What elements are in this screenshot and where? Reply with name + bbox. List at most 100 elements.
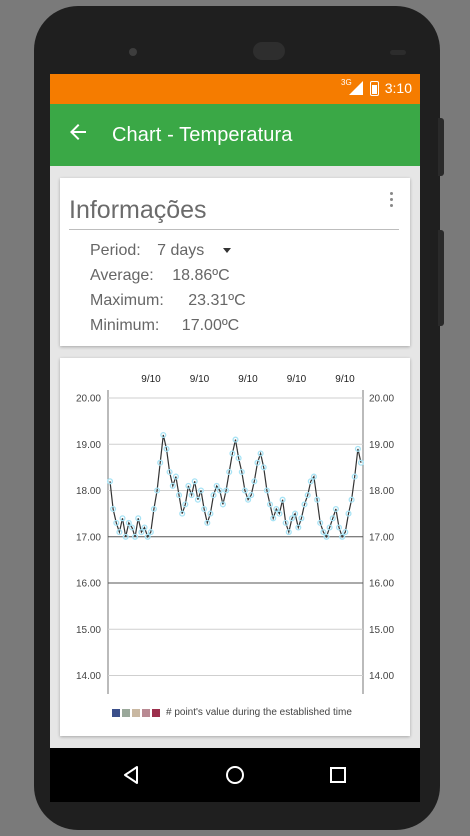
data-point — [169, 482, 176, 489]
data-point — [147, 529, 154, 536]
x-tick-label: 9/10 — [141, 374, 161, 385]
y-tick-label-left: 14.00 — [76, 671, 101, 682]
data-point — [213, 482, 220, 489]
status-bar: 3G 3:10 — [50, 74, 420, 104]
data-point — [248, 492, 255, 499]
data-point — [339, 533, 346, 540]
overflow-menu-icon[interactable] — [386, 190, 396, 212]
page-title: Chart - Temperatura — [112, 124, 293, 146]
data-point — [144, 533, 151, 540]
data-point — [245, 496, 252, 503]
status-time: 3:10 — [384, 80, 412, 96]
legend-swatch — [152, 708, 160, 717]
x-tick-label: 9/10 — [335, 374, 355, 385]
data-point — [154, 487, 161, 494]
data-point — [175, 492, 183, 499]
data-point — [320, 529, 327, 536]
chart-legend: # point's value during the established t… — [112, 707, 352, 718]
data-point — [260, 464, 267, 471]
data-point — [270, 515, 277, 522]
data-point — [295, 524, 302, 531]
legend-swatch — [142, 708, 150, 717]
series-line — [109, 434, 362, 539]
info-card-title: Informações — [69, 196, 207, 224]
nav-recents-icon[interactable] — [328, 765, 348, 785]
nav-home-icon[interactable] — [224, 764, 246, 786]
data-point — [251, 478, 258, 485]
data-point — [141, 524, 148, 531]
data-point — [188, 492, 195, 499]
data-point — [216, 487, 223, 494]
nav-back-icon[interactable] — [120, 764, 142, 786]
maximum-label: Maximum: — [90, 292, 164, 309]
y-tick-label-left: 16.00 — [76, 579, 101, 590]
data-point — [241, 487, 248, 494]
data-point — [163, 445, 170, 452]
legend-swatch — [122, 708, 130, 717]
battery-icon — [369, 80, 379, 96]
data-point — [179, 510, 186, 517]
data-point — [335, 524, 343, 531]
data-point — [207, 510, 214, 517]
y-tick-label-right: 19.00 — [369, 440, 394, 451]
data-point — [317, 519, 324, 526]
data-point — [232, 436, 239, 443]
y-tick-label-right: 18.00 — [369, 486, 394, 497]
data-point — [135, 515, 142, 522]
proximity-sensor — [390, 50, 406, 55]
period-row: Period: 7 days — [90, 242, 231, 260]
front-camera — [129, 48, 137, 56]
network-label: 3G — [341, 78, 352, 87]
data-point — [182, 501, 189, 508]
data-point — [238, 468, 245, 476]
y-tick-label-left: 20.00 — [76, 394, 101, 405]
info-card: Informações Period: 7 days Average: 18.8… — [60, 178, 410, 346]
data-point — [310, 473, 317, 480]
data-point — [201, 505, 208, 513]
data-point — [301, 501, 308, 508]
data-point — [326, 524, 333, 531]
legend-swatch — [112, 708, 120, 717]
data-point — [219, 501, 226, 508]
data-point — [288, 515, 296, 522]
legend-swatch — [132, 708, 140, 717]
minimum-value: 17.00ºC — [181, 317, 240, 334]
data-point — [235, 455, 242, 462]
y-tick-label-right: 15.00 — [369, 625, 394, 636]
data-point — [210, 492, 217, 499]
data-point — [166, 468, 173, 476]
maximum-row: Maximum: 23.31ºC — [90, 292, 246, 310]
data-point — [342, 529, 349, 536]
data-point — [345, 510, 352, 517]
y-tick-label-right: 20.00 — [369, 394, 394, 405]
y-tick-label-right: 16.00 — [369, 579, 394, 590]
power-button — [438, 118, 444, 176]
data-point — [125, 519, 132, 526]
maximum-value: 23.31ºC — [188, 292, 246, 309]
data-point — [254, 459, 261, 466]
data-point — [354, 445, 361, 452]
signal-icon — [348, 81, 363, 95]
y-tick-label-right: 17.00 — [369, 532, 394, 543]
data-point — [357, 459, 365, 466]
y-tick-label-left: 17.00 — [76, 532, 101, 543]
legend-label: # point's value during the established t… — [166, 707, 352, 718]
x-tick-label: 9/10 — [190, 374, 210, 385]
app-bar: Chart - Temperatura — [50, 104, 420, 166]
data-point — [106, 478, 114, 485]
data-point — [197, 487, 205, 494]
y-tick-label-left: 19.00 — [76, 440, 101, 451]
data-point — [119, 515, 126, 522]
data-point — [285, 529, 292, 536]
back-arrow-icon[interactable] — [66, 120, 90, 144]
minimum-row: Minimum: 17.00ºC — [90, 317, 239, 335]
chart-card: 20.00 20.00 19.00 19.00 18.00 18.00 17.00 17.00… — [60, 358, 410, 736]
period-dropdown[interactable]: 7 days — [157, 242, 231, 260]
average-value: 18.86ºC — [172, 267, 230, 284]
data-point — [266, 501, 274, 508]
y-tick-label-left: 15.00 — [76, 625, 101, 636]
data-point — [314, 496, 321, 503]
data-point — [185, 482, 192, 489]
data-point — [110, 505, 117, 513]
data-point — [160, 431, 167, 439]
